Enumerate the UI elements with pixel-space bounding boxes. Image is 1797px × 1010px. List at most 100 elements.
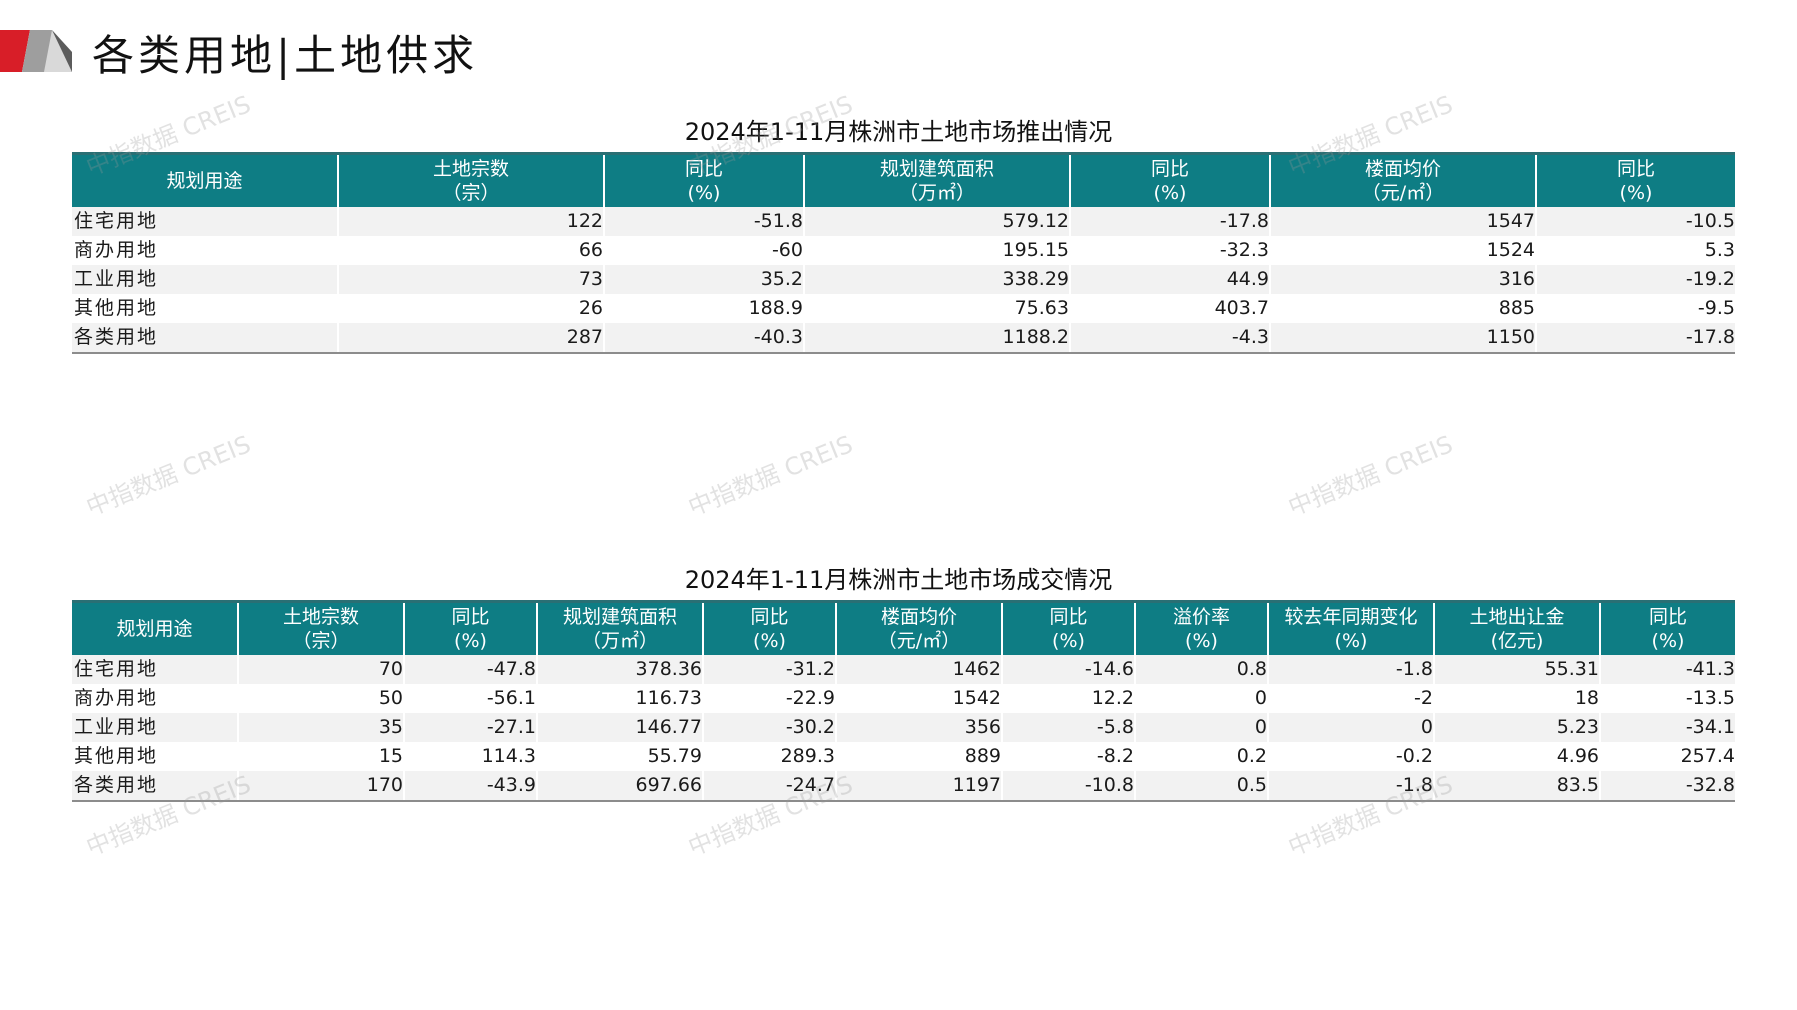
column-header: 同比 (%) [1002, 601, 1136, 655]
table-cell: -0.2 [1268, 742, 1435, 771]
table-cell: 0.8 [1135, 655, 1269, 684]
table-cell: 15 [238, 742, 405, 771]
table-cell: -9.5 [1536, 294, 1735, 323]
table-cell: 114.3 [404, 742, 538, 771]
column-header: 规划用途 [72, 601, 239, 655]
table-cell: -34.1 [1600, 713, 1735, 742]
table-row: 商办用地 66 -60 195.15 -32.3 1524 5.3 [72, 236, 1735, 265]
table-cell: -27.1 [404, 713, 538, 742]
table-cell: 188.9 [604, 294, 805, 323]
table-cell: -17.8 [1070, 207, 1271, 236]
column-header: 同比 (%) [1536, 153, 1735, 207]
table-cell: 0.5 [1135, 771, 1269, 802]
table-cell: 0.2 [1135, 742, 1269, 771]
table-cell: 55.31 [1434, 655, 1601, 684]
table-cell: 1524 [1270, 236, 1537, 265]
table-cell: -56.1 [404, 684, 538, 713]
column-header: 楼面均价 （元/㎡） [1270, 153, 1537, 207]
column-header: 规划建筑面积 （万㎡） [804, 153, 1071, 207]
table-row: 住宅用地 122 -51.8 579.12 -17.8 1547 -10.5 [72, 207, 1735, 236]
supply-table: 规划用途 土地宗数 （宗） 同比 (%) 规划建筑面积 （万㎡） 同比 (%) 楼面均价… [72, 152, 1735, 354]
watermark: 中指数据 CREIS [82, 430, 255, 522]
column-header: 同比 (%) [604, 153, 805, 207]
table-cell: 289.3 [703, 742, 837, 771]
deal-table-title: 2024年1-11月株洲市土地市场成交情况 [684, 566, 1113, 594]
table-row: 工业用地 73 35.2 338.29 44.9 316 -19.2 [72, 265, 1735, 294]
table-cell: 1197 [836, 771, 1003, 802]
table-cell: 0 [1268, 713, 1435, 742]
table-cell: 195.15 [804, 236, 1071, 265]
table-row: 工业用地 35 -27.1 146.77 -30.2 356 -5.8 0 0 … [72, 713, 1735, 742]
table-row: 各类用地 170 -43.9 697.66 -24.7 1197 -10.8 0… [72, 771, 1735, 802]
table-cell: -2 [1268, 684, 1435, 713]
table-cell: 44.9 [1070, 265, 1271, 294]
table-cell: 579.12 [804, 207, 1071, 236]
table-cell: 0 [1135, 684, 1269, 713]
column-header: 土地宗数 （宗） [238, 601, 405, 655]
table-cell: 18 [1434, 684, 1601, 713]
table-cell: 工业用地 [72, 265, 339, 294]
table-cell: 316 [1270, 265, 1537, 294]
column-header: 规划用途 [72, 153, 339, 207]
table-cell: 378.36 [537, 655, 704, 684]
table-cell: 12.2 [1002, 684, 1136, 713]
table-cell: 885 [1270, 294, 1537, 323]
table-cell: -1.8 [1268, 771, 1435, 802]
supply-table-title: 2024年1-11月株洲市土地市场推出情况 [684, 118, 1113, 146]
table-cell: 83.5 [1434, 771, 1601, 802]
table-cell: -5.8 [1002, 713, 1136, 742]
table-cell: -24.7 [703, 771, 837, 802]
company-logo-icon [0, 30, 72, 72]
table-cell: 35.2 [604, 265, 805, 294]
table-cell: -14.6 [1002, 655, 1136, 684]
table-cell: 各类用地 [72, 323, 339, 354]
table-cell: 各类用地 [72, 771, 239, 802]
deal-table-header: 规划用途 土地宗数 （宗） 同比 (%) 规划建筑面积 （万㎡） 同比 (%) 楼面均价… [72, 601, 1735, 655]
table-row: 各类用地 287 -40.3 1188.2 -4.3 1150 -17.8 [72, 323, 1735, 354]
table-cell: -10.5 [1536, 207, 1735, 236]
table-row: 住宅用地 70 -47.8 378.36 -31.2 1462 -14.6 0.… [72, 655, 1735, 684]
table-cell: 403.7 [1070, 294, 1271, 323]
table-row: 其他用地 26 188.9 75.63 403.7 885 -9.5 [72, 294, 1735, 323]
table-cell: 889 [836, 742, 1003, 771]
table-cell: 住宅用地 [72, 207, 339, 236]
table-cell: -40.3 [604, 323, 805, 354]
table-cell: -22.9 [703, 684, 837, 713]
column-header: 同比 (%) [1070, 153, 1271, 207]
table-cell: 0 [1135, 713, 1269, 742]
column-header: 同比 (%) [703, 601, 837, 655]
table-cell: 257.4 [1600, 742, 1735, 771]
table-cell: 工业用地 [72, 713, 239, 742]
table-cell: 1188.2 [804, 323, 1071, 354]
table-cell: -32.3 [1070, 236, 1271, 265]
table-cell: 5.3 [1536, 236, 1735, 265]
table-cell: -30.2 [703, 713, 837, 742]
table-row: 其他用地 15 114.3 55.79 289.3 889 -8.2 0.2 -… [72, 742, 1735, 771]
table-cell: 26 [338, 294, 605, 323]
table-cell: -17.8 [1536, 323, 1735, 354]
table-cell: 356 [836, 713, 1003, 742]
table-cell: -19.2 [1536, 265, 1735, 294]
column-header: 土地出让金 (亿元) [1434, 601, 1601, 655]
table-cell: 其他用地 [72, 742, 239, 771]
table-cell: 70 [238, 655, 405, 684]
column-header: 土地宗数 （宗） [338, 153, 605, 207]
table-cell: 146.77 [537, 713, 704, 742]
table-cell: 55.79 [537, 742, 704, 771]
table-cell: 4.96 [1434, 742, 1601, 771]
table-cell: 116.73 [537, 684, 704, 713]
table-cell: 商办用地 [72, 684, 239, 713]
table-cell: 170 [238, 771, 405, 802]
table-cell: 66 [338, 236, 605, 265]
table-cell: 1547 [1270, 207, 1537, 236]
table-cell: 住宅用地 [72, 655, 239, 684]
deal-table: 规划用途 土地宗数 （宗） 同比 (%) 规划建筑面积 （万㎡） 同比 (%) 楼面均价… [72, 600, 1735, 802]
watermark: 中指数据 CREIS [1284, 430, 1457, 522]
table-cell: -13.5 [1600, 684, 1735, 713]
table-cell: -60 [604, 236, 805, 265]
table-cell: 73 [338, 265, 605, 294]
column-header: 较去年同期变化 (%) [1268, 601, 1435, 655]
table-cell: -32.8 [1600, 771, 1735, 802]
table-cell: 75.63 [804, 294, 1071, 323]
page-title: 各类用地|土地供求 [92, 31, 479, 80]
